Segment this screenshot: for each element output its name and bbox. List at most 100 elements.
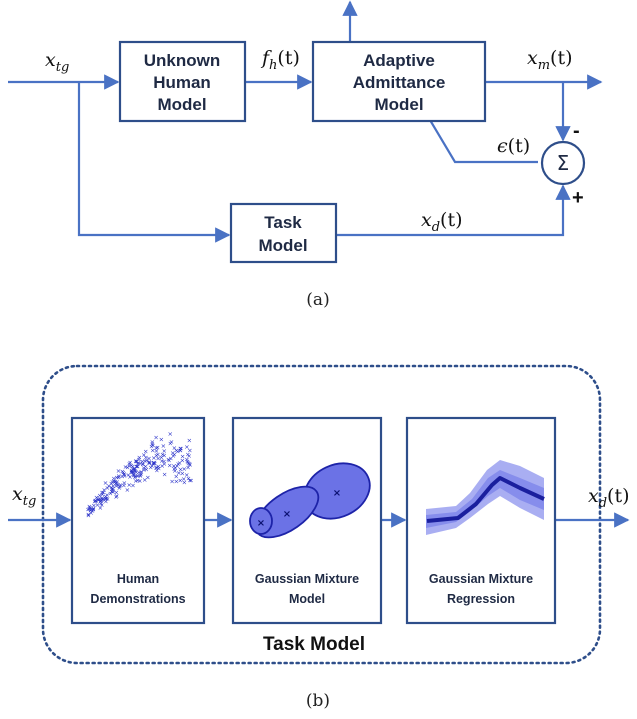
summing-junction: Σ	[540, 140, 586, 186]
gmm-center-marker-1: ×	[333, 488, 341, 499]
demonstration-sample-marker: ×	[111, 475, 116, 483]
demonstration-sample-marker: ×	[93, 497, 98, 505]
demonstration-sample-marker: ×	[110, 485, 115, 493]
demonstration-sample-marker: ×	[110, 482, 115, 490]
demonstration-sample-marker: ×	[136, 469, 141, 477]
demonstration-sample-marker: ×	[161, 452, 166, 460]
demonstration-sample-marker: ×	[144, 466, 149, 474]
xd-to-summer-arrow	[336, 184, 571, 237]
human-demonstrations-line2: Demonstrations	[90, 592, 185, 606]
demonstration-sample-marker: ×	[131, 469, 136, 477]
demonstration-sample-marker: ×	[139, 468, 144, 476]
demonstration-sample-marker: ×	[145, 474, 150, 482]
demonstration-sample-marker: ×	[108, 490, 113, 498]
demonstration-sample-marker: ×	[141, 466, 146, 474]
demonstration-sample-marker: ×	[184, 471, 189, 479]
demonstration-sample-marker: ×	[101, 488, 106, 496]
demonstration-sample-marker: ×	[135, 472, 140, 480]
demonstration-sample-marker: ×	[86, 505, 91, 513]
demonstration-sample-marker: ×	[187, 437, 192, 445]
signal-epsilon-label: ϵ(t)	[497, 135, 530, 157]
demonstration-sample-marker: ×	[150, 442, 155, 450]
demonstration-sample-marker: ×	[99, 501, 104, 509]
demonstration-sample-marker: ×	[154, 464, 159, 472]
demonstration-sample-marker: ×	[132, 465, 137, 473]
demonstration-sample-marker: ×	[105, 484, 110, 492]
demonstration-sample-marker: ×	[135, 460, 140, 468]
demonstration-sample-marker: ×	[136, 459, 141, 467]
demonstration-sample-marker: ×	[116, 474, 121, 482]
demonstration-sample-marker: ×	[141, 451, 146, 459]
demonstration-sample-marker: ×	[143, 448, 148, 456]
sigma-symbol: Σ	[557, 151, 570, 175]
demonstration-sample-marker: ×	[186, 459, 191, 467]
input-label-xtg: xtg	[45, 49, 69, 75]
demonstration-sample-marker: ×	[140, 460, 145, 468]
demonstration-sample-marker: ×	[98, 504, 103, 512]
demonstration-sample-marker: ×	[136, 455, 141, 463]
demonstration-sample-marker: ×	[103, 497, 108, 505]
demonstration-sample-marker: ×	[139, 457, 144, 465]
demonstration-sample-marker: ×	[137, 471, 142, 479]
demonstration-sample-marker: ×	[177, 459, 182, 467]
demonstration-sample-marker: ×	[110, 488, 115, 496]
demonstration-sample-marker: ×	[114, 482, 119, 490]
demonstration-sample-marker: ×	[185, 451, 190, 459]
demonstration-sample-marker: ×	[174, 462, 179, 470]
demonstration-sample-marker: ×	[110, 487, 115, 495]
demonstration-sample-marker: ×	[87, 503, 92, 511]
demonstration-sample-marker: ×	[187, 447, 192, 455]
caption-a: (a)	[306, 290, 329, 310]
demonstration-sample-marker: ×	[110, 478, 115, 486]
demonstration-sample-marker: ×	[184, 455, 189, 463]
panel-gmr: Gaussian Mixture Regression	[405, 416, 557, 625]
demonstration-sample-marker: ×	[119, 472, 124, 480]
demonstration-sample-marker: ×	[127, 462, 132, 470]
demonstration-sample-marker: ×	[131, 472, 136, 480]
demonstration-sample-marker: ×	[182, 479, 187, 487]
demonstration-sample-marker: ×	[106, 482, 111, 490]
demonstration-sample-marker: ×	[133, 467, 138, 475]
demonstration-sample-marker: ×	[177, 476, 182, 484]
gmm-component-small-ellipse	[249, 507, 273, 535]
demonstration-sample-marker: ×	[121, 469, 126, 477]
demonstration-sample-marker: ×	[100, 495, 105, 503]
caption-b: (b)	[306, 691, 330, 711]
demonstration-sample-marker: ×	[134, 458, 139, 466]
demonstration-sample-marker: ×	[167, 430, 172, 438]
demonstration-sample-marker: ×	[151, 454, 156, 462]
demonstration-sample-marker: ×	[104, 491, 109, 499]
demonstration-sample-marker: ×	[104, 495, 109, 503]
signal-xm-label: xm(t)	[527, 47, 573, 73]
demonstration-sample-marker: ×	[154, 444, 159, 452]
demonstration-sample-marker: ×	[169, 478, 174, 486]
demonstration-sample-marker: ×	[156, 462, 161, 470]
demonstration-sample-marker: ×	[85, 506, 90, 514]
demonstration-sample-marker: ×	[154, 447, 159, 455]
demonstration-sample-marker: ×	[131, 465, 136, 473]
b-input-label-xtg: xtg	[12, 483, 36, 509]
demonstration-sample-marker: ×	[176, 469, 181, 477]
minus-sign: -	[573, 120, 580, 142]
demonstration-sample-marker: ×	[159, 457, 164, 465]
demonstration-sample-marker: ×	[115, 481, 120, 489]
demonstration-sample-marker: ×	[174, 446, 179, 454]
demonstration-sample-marker: ×	[173, 473, 178, 481]
demonstration-sample-marker: ×	[142, 476, 147, 484]
unknown-human-model-line3: Model	[157, 95, 206, 114]
demonstration-sample-marker: ×	[122, 479, 127, 487]
b-output-label-xd: xd(t)	[588, 485, 630, 511]
demonstration-sample-marker: ×	[130, 462, 135, 470]
diagram-a: xtg Unknown Human Model Adaptive Admitta…	[8, 0, 603, 310]
demonstration-sample-marker: ×	[109, 487, 114, 495]
demonstration-sample-marker: ×	[90, 506, 95, 514]
demonstration-sample-marker: ×	[99, 496, 104, 504]
demonstration-sample-marker: ×	[125, 463, 130, 471]
demonstration-sample-marker: ×	[171, 452, 176, 460]
demonstration-sample-marker: ×	[108, 479, 113, 487]
demonstration-sample-marker: ×	[143, 462, 148, 470]
demonstration-sample-marker: ×	[171, 465, 176, 473]
demonstration-sample-marker: ×	[149, 443, 154, 451]
demonstration-sample-marker: ×	[123, 463, 128, 471]
